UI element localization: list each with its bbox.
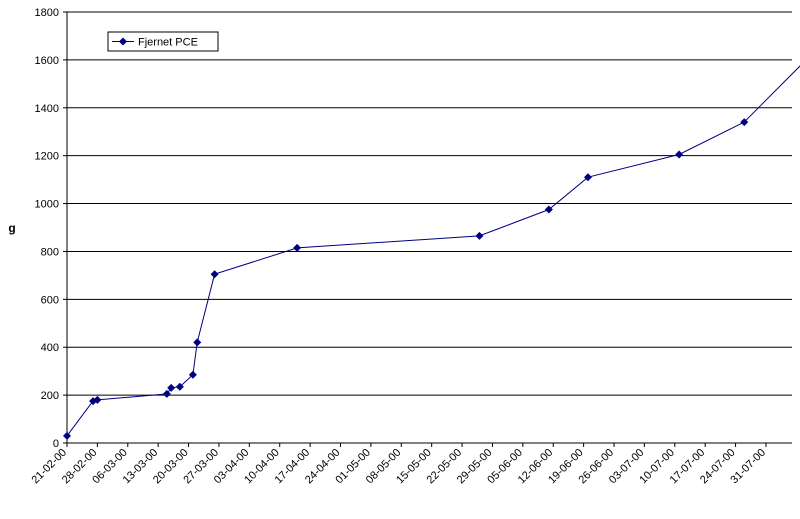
data-point <box>193 338 202 347</box>
y-tick-label: 600 <box>41 294 59 306</box>
data-point <box>475 231 484 240</box>
y-tick-label: 200 <box>41 390 59 402</box>
y-axis-ticks: 0 200 400 600 800 1000 1200 1400 1600 1800 <box>35 7 67 450</box>
y-tick-label: 0 <box>53 438 59 450</box>
y-tick-label: 1000 <box>35 199 59 211</box>
legend: Fjernet PCE <box>107 31 219 52</box>
data-point <box>544 205 553 214</box>
data-point <box>583 173 592 182</box>
y-tick-label: 400 <box>41 342 59 354</box>
y-axis-label: g <box>8 221 15 235</box>
data-point <box>293 243 302 252</box>
data-point <box>63 431 71 440</box>
y-tick-label: 1600 <box>35 55 59 67</box>
gridlines <box>67 11 792 396</box>
y-tick-label: 800 <box>41 246 59 258</box>
y-tick-label: 1400 <box>35 103 59 115</box>
data-point <box>167 383 176 392</box>
data-point <box>210 270 219 279</box>
data-point <box>675 150 684 159</box>
data-point <box>188 370 197 379</box>
x-axis-ticks: 21-02-0028-02-0006-03-0013-03-0020-03-00… <box>29 443 768 486</box>
y-tick-label: 1800 <box>35 7 59 19</box>
data-point <box>93 395 102 404</box>
series-line <box>66 65 800 437</box>
axes <box>66 12 792 444</box>
legend-label: Fjernet PCE <box>138 37 198 49</box>
series-group <box>63 65 800 440</box>
legend-box <box>107 31 219 52</box>
legend-marker <box>119 37 127 46</box>
data-point <box>175 382 184 391</box>
data-point <box>740 118 749 127</box>
y-tick-label: 1200 <box>35 151 59 163</box>
data-point <box>162 389 171 398</box>
